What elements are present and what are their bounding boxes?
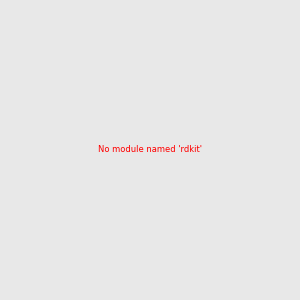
Text: No module named 'rdkit': No module named 'rdkit' <box>98 146 202 154</box>
